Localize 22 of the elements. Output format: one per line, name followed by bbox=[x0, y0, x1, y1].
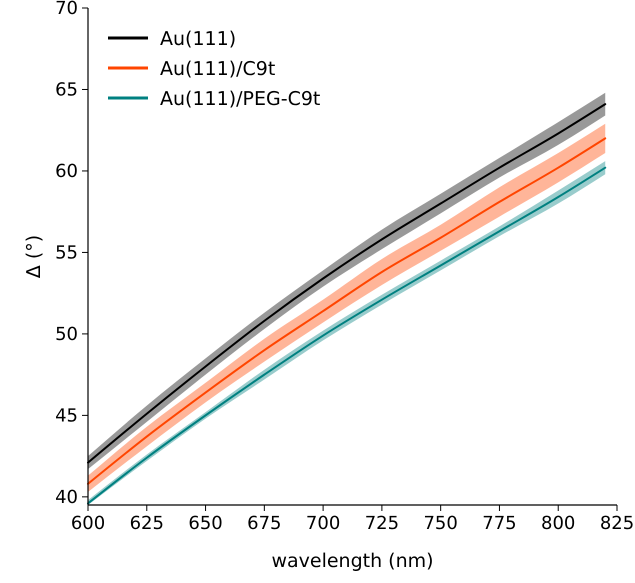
y-tick-label: 55 bbox=[55, 242, 78, 264]
x-tick-label: 600 bbox=[70, 513, 106, 534]
y-tick-label: 50 bbox=[55, 324, 78, 345]
y-tick-label: 40 bbox=[55, 486, 78, 508]
x-tick-label: 800 bbox=[541, 513, 576, 534]
y-axis-title: Δ (°) bbox=[23, 234, 45, 278]
x-tick-label: 675 bbox=[247, 513, 282, 534]
y-tick-label: 70 bbox=[55, 0, 78, 19]
legend-label: Au(111)/C9t bbox=[160, 58, 276, 80]
x-axis-title: wavelength (nm) bbox=[271, 550, 434, 572]
y-tick-label: 45 bbox=[55, 405, 78, 426]
x-tick-label: 825 bbox=[600, 513, 634, 534]
legend-label: Au(111) bbox=[160, 28, 236, 50]
x-tick-label: 650 bbox=[188, 513, 223, 534]
x-tick-label: 725 bbox=[364, 513, 400, 534]
y-tick-label: 65 bbox=[55, 79, 78, 100]
x-tick-label: 625 bbox=[130, 513, 164, 534]
legend-label: Au(111)/PEG-C9t bbox=[160, 88, 320, 110]
y-tick-label: 60 bbox=[55, 160, 78, 182]
x-tick-label: 700 bbox=[306, 513, 340, 534]
x-tick-label: 775 bbox=[482, 513, 517, 534]
x-tick-label: 750 bbox=[423, 513, 458, 534]
